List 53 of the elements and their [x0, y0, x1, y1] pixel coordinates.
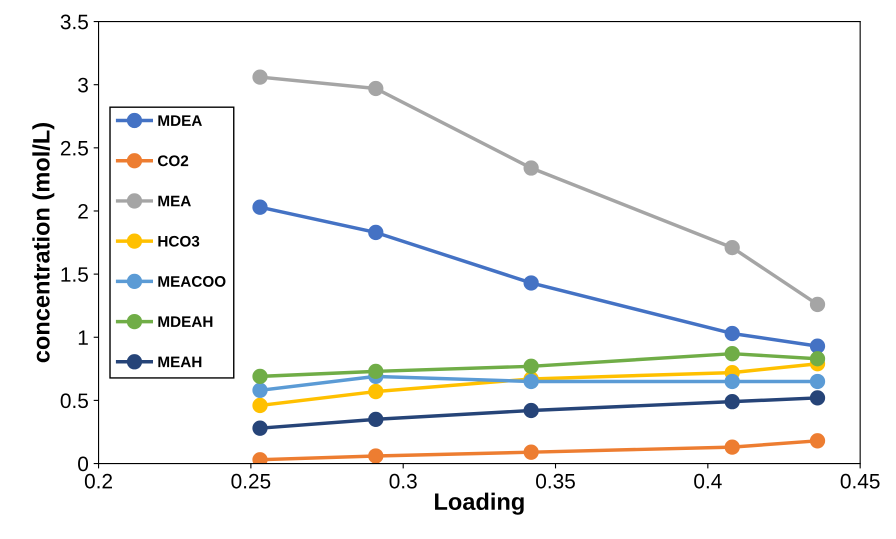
- legend-label: CO2: [158, 155, 188, 166]
- x-tick-label: 0.4: [694, 474, 722, 489]
- point: [524, 402, 539, 418]
- point: [724, 326, 740, 342]
- y-tick-label: 1: [78, 330, 88, 345]
- y-tick-label: 3: [78, 78, 88, 92]
- legend-label: MDEA: [158, 115, 202, 126]
- y-axis-title: concentration (mol/L): [32, 123, 54, 362]
- point: [368, 80, 384, 96]
- point: [810, 338, 826, 354]
- legend-label: HCO3: [158, 236, 200, 247]
- point: [368, 448, 384, 464]
- x-tick-label: 0.45: [840, 474, 880, 489]
- point: [524, 444, 539, 460]
- x-tick-label: 0.3: [390, 474, 417, 489]
- point: [524, 160, 539, 176]
- point: [810, 433, 826, 448]
- point: [252, 382, 268, 398]
- point: [810, 374, 826, 390]
- point: [524, 358, 539, 374]
- point: [252, 398, 268, 414]
- point: [524, 275, 539, 291]
- point: [724, 346, 740, 362]
- point: [810, 296, 826, 312]
- point: [724, 240, 740, 256]
- point: [252, 420, 268, 436]
- legend-label: MEAH: [158, 356, 202, 368]
- y-tick-label: 1.5: [61, 267, 88, 282]
- point: [810, 390, 826, 406]
- x-tick-label: 0.35: [536, 474, 575, 489]
- point: [724, 374, 740, 390]
- y-tick-label: 2.5: [60, 140, 88, 156]
- y-tick-label: 0: [78, 456, 88, 472]
- y-tick-label: 0.5: [60, 393, 88, 408]
- point: [252, 200, 268, 215]
- point: [368, 364, 384, 379]
- legend-label: MEACOO: [158, 276, 226, 287]
- x-tick-label: 0.2: [84, 474, 112, 489]
- point: [252, 368, 268, 384]
- x-tick-label: 0.25: [231, 474, 270, 489]
- point: [724, 439, 740, 455]
- y-tick-label: 3.5: [60, 14, 88, 30]
- legend-label: MEA: [158, 196, 191, 206]
- y-tick-label: 2: [78, 204, 88, 219]
- legend-label: MDEAH: [158, 316, 212, 327]
- x-axis-title: Loading: [435, 492, 524, 515]
- point: [368, 224, 384, 240]
- point: [724, 394, 740, 410]
- point: [810, 351, 826, 366]
- point: [368, 384, 384, 400]
- point: [524, 374, 539, 390]
- point: [252, 69, 268, 85]
- point: [368, 412, 384, 427]
